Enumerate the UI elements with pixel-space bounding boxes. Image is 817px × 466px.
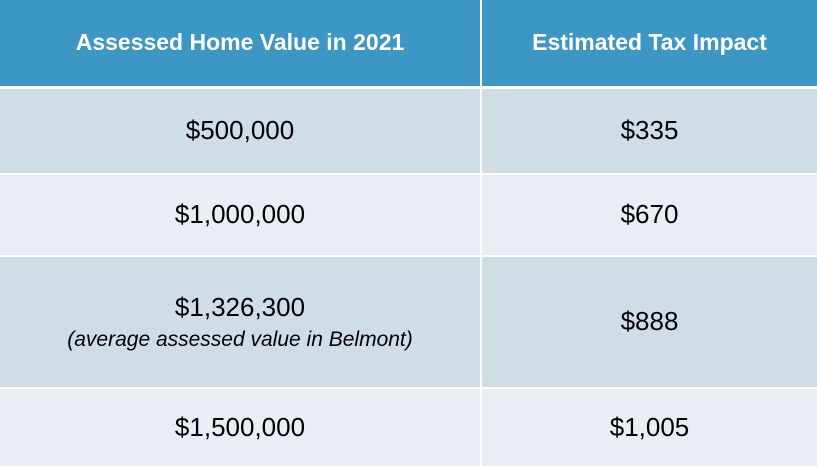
row-1-tax-impact: $335 [482,89,817,175]
header-tax-impact-label: Estimated Tax Impact [532,29,767,56]
header-home-value-label: Assessed Home Value in 2021 [75,29,405,56]
tax-impact-text: $1,005 [609,411,690,442]
row-3-tax-impact: $888 [482,257,817,389]
tax-impact-text: $888 [620,306,679,337]
home-value-text: $1,500,000 [174,411,306,442]
home-value-text: $1,000,000 [174,199,306,230]
home-value-text: $1,326,300 [174,291,306,322]
average-value-note: (average assessed value in Belmont) [67,328,413,351]
tax-impact-text: $335 [620,115,679,146]
header-tax-impact: Estimated Tax Impact [482,0,817,89]
row-2-tax-impact: $670 [482,175,817,257]
row-4-home-value: $1,500,000 [0,389,482,466]
home-value-text: $500,000 [185,115,295,146]
row-2-home-value: $1,000,000 [0,175,482,257]
row-3-home-value: $1,326,300 (average assessed value in Be… [0,257,482,389]
tax-impact-text: $670 [620,199,679,230]
row-4-tax-impact: $1,005 [482,389,817,466]
row-1-home-value: $500,000 [0,89,482,175]
header-home-value: Assessed Home Value in 2021 [0,0,482,89]
